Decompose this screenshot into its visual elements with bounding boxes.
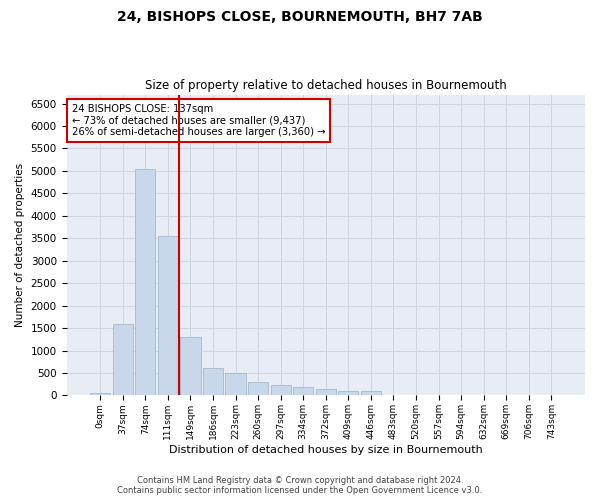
Bar — [316, 389, 336, 396]
Bar — [226, 374, 246, 396]
Y-axis label: Number of detached properties: Number of detached properties — [15, 163, 25, 327]
Text: 24, BISHOPS CLOSE, BOURNEMOUTH, BH7 7AB: 24, BISHOPS CLOSE, BOURNEMOUTH, BH7 7AB — [117, 10, 483, 24]
Bar — [271, 384, 291, 396]
Bar — [181, 337, 200, 396]
Bar — [90, 393, 110, 396]
X-axis label: Distribution of detached houses by size in Bournemouth: Distribution of detached houses by size … — [169, 445, 482, 455]
Bar — [158, 236, 178, 396]
Bar — [203, 368, 223, 396]
Bar — [293, 387, 313, 396]
Bar — [338, 391, 358, 396]
Bar — [248, 382, 268, 396]
Text: 24 BISHOPS CLOSE: 137sqm
← 73% of detached houses are smaller (9,437)
26% of sem: 24 BISHOPS CLOSE: 137sqm ← 73% of detach… — [72, 104, 325, 137]
Text: Contains HM Land Registry data © Crown copyright and database right 2024.
Contai: Contains HM Land Registry data © Crown c… — [118, 476, 482, 495]
Title: Size of property relative to detached houses in Bournemouth: Size of property relative to detached ho… — [145, 79, 506, 92]
Bar — [135, 168, 155, 396]
Bar — [113, 324, 133, 396]
Bar — [361, 392, 381, 396]
